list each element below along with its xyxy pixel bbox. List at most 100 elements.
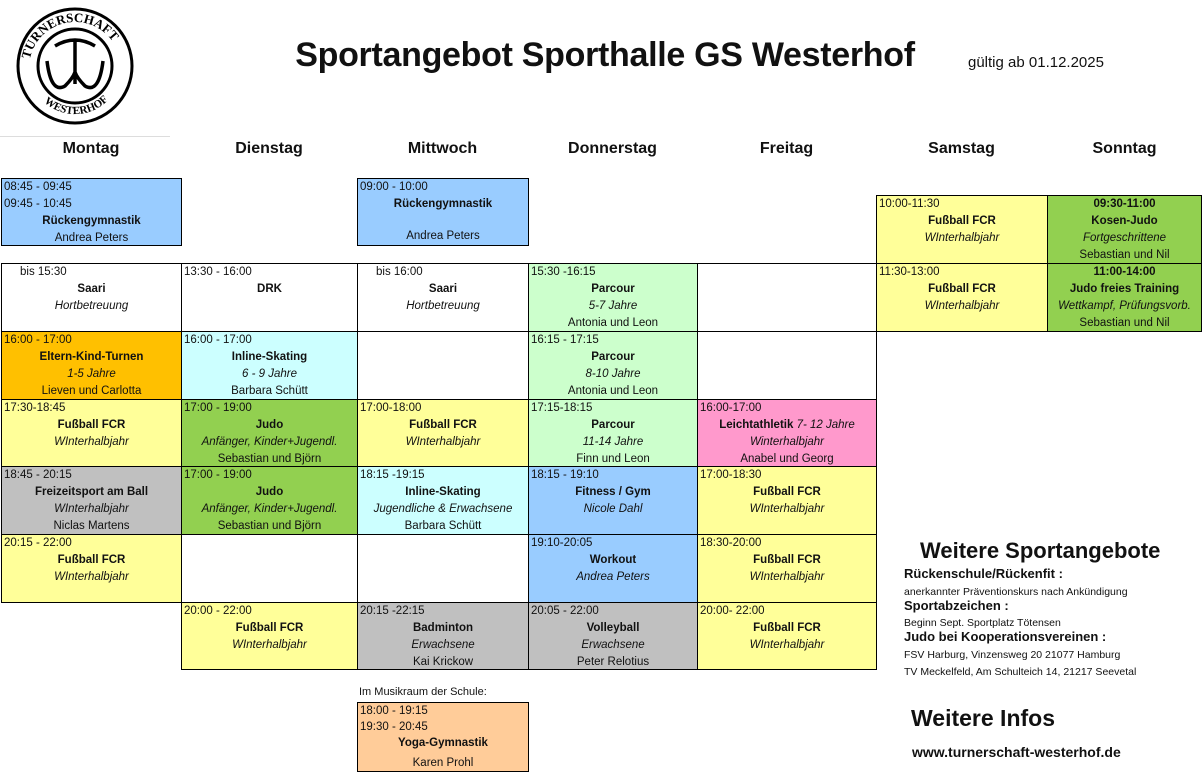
club-logo: TURNERSCHAFT WESTERHOF [16, 7, 134, 125]
entry-subtitle: WInterhalbjahr [405, 436, 481, 448]
entry-subtitle: Jugendliche & Erwachsene [373, 503, 513, 515]
entry-title: Yoga-Gymnastik [358, 735, 528, 751]
schedule-entry: 16:00-17:00 Leichtathletik 7- 12 Jahre Win… [697, 399, 877, 467]
entry-time: 11:30-13:00 [879, 266, 940, 278]
entry-title-text: Fußball FCR [409, 419, 477, 431]
schedule-entry: 18:15 - 19:10 Fitness / Gym Nicole Dahl [528, 466, 698, 535]
offer-title: Rückenschule/Rückenfit : [904, 566, 1063, 581]
entry-trainer: Andrea Peters [54, 232, 129, 244]
entry-title: Volleyball [529, 620, 697, 637]
entry-title: Saari [358, 281, 528, 298]
offer-line: FSV Harburg, Vinzensweg 20 21077 Hamburg [904, 649, 1121, 661]
entry-title: Fußball FCR [2, 552, 181, 569]
entry-time: 16:00 - 17:00 [184, 334, 252, 346]
day-header-freitag: Freitag [759, 140, 814, 157]
entry-title: Leichtathletik 7- 12 Jahre [698, 417, 876, 434]
schedule-entry: 17:15-18:15 Parcour 11-14 Jahre Finn und Le… [528, 399, 698, 467]
entry-trainer: Kai Krickow [412, 656, 474, 668]
entry-title: Workout [529, 552, 697, 569]
entry-time: 13:30 - 16:00 [184, 266, 252, 278]
entry-time: 17:15-18:15 [531, 402, 593, 414]
divider [0, 136, 170, 137]
entry-subtitle: Fortgeschrittene [1082, 232, 1167, 244]
entry-trainer: Andrea Peters [576, 571, 650, 583]
entry-subtitle: WInterhalbjahr [54, 503, 129, 515]
entry-title-text: Eltern-Kind-Turnen [39, 351, 144, 363]
entry-time: 10:00-11:30 [879, 198, 940, 210]
schedule-entry: 09:30-11:00 Kosen-Judo Fortgeschrittene Seb… [1047, 195, 1202, 264]
entry-title: Judo [182, 417, 357, 434]
entry-subtitle: WInterhalbjahr [54, 436, 129, 448]
entry-subtitle: WInterhalbjahr [924, 232, 1000, 244]
entry-time: 09:30-11:00 [1093, 198, 1156, 210]
schedule-entry: 13:30 - 16:00 DRK [181, 263, 358, 332]
schedule-entry: 20:00 - 22:00 Fußball FCR WInterhalbjahr [181, 602, 358, 670]
entry-trainer: Anabel und Georg [740, 453, 834, 465]
offer-title: Judo bei Kooperationsvereinen : [904, 629, 1107, 644]
website-link[interactable]: www.turnerschaft-westerhof.de [912, 744, 1121, 760]
entry-time: 15:30 -16:15 [531, 266, 596, 278]
entry-time: 09:00 - 10:00 [360, 181, 428, 193]
entry-time: 18:30-20:00 [700, 537, 762, 549]
entry-title: DRK [182, 281, 357, 298]
empty-slot [697, 263, 877, 332]
entry-title-text: Judo [255, 486, 284, 498]
entry-title-text: Rückengymnastik [42, 215, 141, 227]
entry-title-text: Inline-Skating [231, 351, 308, 363]
entry-title-text: Freizeitsport am Ball [34, 486, 149, 498]
entry-trainer: Sebastian und Björn [217, 453, 322, 465]
entry-subtitle: WInterhalbjahr [924, 300, 1000, 312]
entry-time: bis 16:00 [376, 266, 423, 278]
schedule-entry: 18:15 -19:15 Inline-Skating Jugendliche & … [357, 466, 529, 535]
entry-time: 17:00 - 19:00 [184, 469, 252, 481]
entry-time: 08:45 - 09:45 [4, 181, 72, 193]
entry-subtitle: Winterhalbjahr [749, 436, 825, 448]
entry-title: Parcour [529, 349, 697, 366]
entry-title: Parcour [529, 281, 697, 298]
entry-time: 20:00 - 22:00 [184, 605, 252, 617]
entry-title-text: Fußball FCR [753, 622, 821, 634]
entry-trainer: Sebastian und Nil [1079, 249, 1170, 261]
entry-subtitle: WInterhalbjahr [54, 571, 129, 583]
entry-title: Judo [182, 484, 357, 501]
entry-time: 18:15 - 19:10 [531, 469, 599, 481]
entry-age-range: 7- 12 Jahre [796, 419, 855, 431]
schedule-entry: 17:00-18:00 Fußball FCR WInterhalbjahr [357, 399, 529, 467]
entry-time: 19:30 - 20:45 [360, 721, 428, 733]
entry-title-text: Rückengymnastik [393, 198, 493, 210]
entry-time: bis 15:30 [20, 266, 67, 278]
entry-title-text: Badminton [412, 622, 474, 634]
schedule-entry: 17:00 - 19:00 Judo Anfänger, Kinder+Jugend… [181, 466, 358, 535]
entry-subtitle: 1-5 Jahre [67, 368, 116, 380]
schedule-entry: 20:05 - 22:00 Volleyball Erwachsene Peter R… [528, 602, 698, 670]
entry-title: Fußball FCR [698, 620, 876, 637]
schedule-entry: 11:30-13:00 Fußball FCR WInterhalbjahr [876, 263, 1048, 332]
location-note: Im Musikraum der Schule: [359, 686, 487, 698]
entry-title-text: Parcour [591, 419, 635, 431]
schedule-entry: 20:15 - 22:00 Fußball FCR WInterhalbjahr [1, 534, 182, 603]
entry-time: 20:05 - 22:00 [531, 605, 599, 617]
day-header-sonntag: Sonntag [1092, 140, 1157, 157]
schedule-entry: 19:10-20:05 Workout Andrea Peters [528, 534, 698, 603]
entry-trainer: Barbara Schütt [404, 520, 482, 532]
entry-title: Fitness / Gym [529, 484, 697, 501]
entry-subtitle: 5-7 Jahre [588, 300, 638, 312]
schedule-entry: 11:00-14:00 Judo freies Training Wettkampf… [1047, 263, 1202, 332]
entry-title: Fußball FCR [698, 552, 876, 569]
entry-trainer: Peter Relotius [576, 656, 650, 668]
schedule-entry: 18:45 - 20:15 Freizeitsport am Ball WInter… [1, 466, 182, 535]
entry-title-text: Judo [255, 419, 284, 431]
entry-time: 09:45 - 10:45 [4, 198, 72, 210]
offer-line: anerkannter Präventionskurs nach Ankündi… [904, 586, 1128, 598]
entry-title-text: Workout [589, 554, 637, 566]
schedule-entry: 16:00 - 17:00 Inline-Skating 6 - 9 Jahre Ba… [181, 331, 358, 400]
schedule-entry: 15:30 -16:15 Parcour 5-7 Jahre Antonia und … [528, 263, 698, 332]
schedule-entry: bis 16:00 Saari Hortbetreuung [357, 263, 529, 332]
entry-subtitle: Erwachsene [411, 639, 475, 651]
entry-title-text: Fußball FCR [57, 554, 126, 566]
schedule-entry: 16:00 - 17:00 Eltern-Kind-Turnen 1-5 Jahre… [1, 331, 182, 400]
offer-title: Sportabzeichen : [904, 598, 1009, 613]
entry-subtitle: Hortbetreuung [54, 300, 129, 312]
empty-slot [697, 331, 877, 400]
